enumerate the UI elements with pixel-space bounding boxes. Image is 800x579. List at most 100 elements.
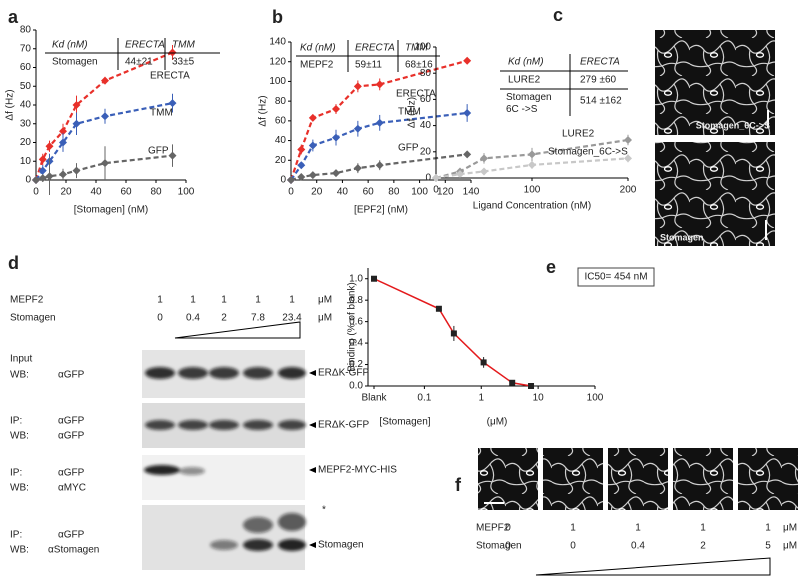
marker-star: * xyxy=(322,505,326,516)
table-cell: 59±11 xyxy=(355,60,382,71)
table-header: TMM xyxy=(405,43,428,54)
data-point xyxy=(45,142,54,151)
data-point xyxy=(375,118,384,127)
data-point xyxy=(101,112,109,121)
antibody-label: αGFP xyxy=(58,416,85,427)
blot-label: Input xyxy=(10,354,32,365)
band xyxy=(179,467,205,475)
lane-value: 2 xyxy=(221,313,227,324)
x-axis-label: Ligand Concentration (nM) xyxy=(473,201,591,212)
antibody-label: αGFP xyxy=(58,370,85,381)
lane-value: 1 xyxy=(255,295,261,306)
lane-value: 0.4 xyxy=(186,313,200,324)
micrograph-label: Stomagen_6C->S xyxy=(696,120,770,130)
x-tick-label: 100 xyxy=(587,393,604,404)
band-arrow xyxy=(309,467,316,473)
data-point xyxy=(297,161,306,170)
band-label: ERΔK-GFP xyxy=(318,420,369,431)
data-point xyxy=(353,82,362,91)
blot-strip xyxy=(142,455,305,500)
table-cell: LURE2 xyxy=(508,75,541,86)
y-tick-label: 0.4 xyxy=(349,338,363,349)
unit-label: μM xyxy=(783,541,797,552)
band xyxy=(145,367,175,379)
series-label: ERECTA xyxy=(150,71,190,82)
y-tick-label: 40 xyxy=(420,120,432,131)
series-label: TMM xyxy=(150,108,173,119)
data-point xyxy=(463,108,472,117)
x-tick-label: 10 xyxy=(533,393,545,404)
lane-value: 1 xyxy=(157,295,163,306)
x-tick-label: 0.1 xyxy=(417,393,431,404)
data-point xyxy=(59,138,67,147)
series-line xyxy=(35,154,173,182)
gradient-wedge xyxy=(174,321,301,339)
table-header: Kd (nM) xyxy=(52,40,88,51)
lane-value: 0 xyxy=(570,541,576,552)
y-tick-label: 60 xyxy=(20,62,32,73)
series-label: TMM xyxy=(398,107,421,118)
x-tick-label: 1 xyxy=(478,393,484,404)
bands xyxy=(144,367,306,551)
blot-label: WB: xyxy=(10,545,29,556)
antibody-label: αMYC xyxy=(58,483,86,494)
y-axis-label: Δf (Hz) xyxy=(258,95,269,126)
unit-label: μM xyxy=(783,523,797,534)
data-point xyxy=(375,80,384,89)
table-cell: Stomagen 6C ->S xyxy=(506,92,552,115)
data-point xyxy=(332,133,340,142)
data-point xyxy=(308,171,317,180)
panel-label: c xyxy=(553,5,563,25)
lane-value: 1 xyxy=(765,523,771,534)
micrograph xyxy=(543,448,603,510)
table-header: ERECTA xyxy=(355,43,395,54)
data-point xyxy=(59,170,67,179)
lane-value: 0 xyxy=(505,541,511,552)
blot-label: IP: xyxy=(10,468,22,479)
micrographs: Stomagen_6C->S Stomagen xyxy=(655,30,775,246)
data-point xyxy=(371,275,377,282)
data-point xyxy=(624,136,632,145)
data-point xyxy=(332,169,340,178)
panel-label: d xyxy=(8,253,19,273)
y-tick-label: 70 xyxy=(20,43,32,54)
x-tick-label: 0 xyxy=(33,187,39,198)
y-tick-label: 80 xyxy=(420,68,432,79)
table-header: Kd (nM) xyxy=(508,57,544,68)
data-point xyxy=(72,119,81,128)
x-tick-label: 20 xyxy=(60,187,72,198)
data-point xyxy=(480,359,487,366)
table-cell-box: Stomagen 6C ->S xyxy=(506,92,552,115)
x-tick-label: 60 xyxy=(363,187,375,198)
data-point xyxy=(308,113,317,122)
y-tick-label: 0 xyxy=(425,173,431,184)
y-tick-label: 120 xyxy=(269,56,286,67)
series-label: ERECTA xyxy=(396,89,436,100)
data-point xyxy=(432,174,440,182)
band-arrow xyxy=(309,542,316,548)
micrograph xyxy=(673,448,733,510)
series-label: LURE2 xyxy=(562,129,595,140)
blot-label: WB: xyxy=(10,370,29,381)
data-point xyxy=(308,141,317,150)
x-tick-label: 100 xyxy=(411,187,428,198)
y-tick-label: 0.0 xyxy=(349,381,363,392)
y-tick-label: 20 xyxy=(275,155,287,166)
data-point xyxy=(101,159,109,168)
x-axis-label: [Stomagen] (nM) xyxy=(74,205,148,216)
lane-value: 1 xyxy=(221,295,227,306)
data-point xyxy=(32,176,40,184)
data-point xyxy=(435,305,442,312)
lane-value: 1 xyxy=(289,295,295,306)
x-tick-label: 40 xyxy=(90,187,102,198)
x-tick-label: 20 xyxy=(311,187,323,198)
band xyxy=(243,539,273,551)
data-point xyxy=(38,155,47,164)
antibody-label: αGFP xyxy=(58,530,85,541)
data-point xyxy=(45,172,54,181)
series-line xyxy=(373,278,532,387)
row-label: Stomagen xyxy=(476,541,522,552)
antibody-label: αStomagen xyxy=(48,545,99,556)
band xyxy=(278,420,306,430)
lane-value: 1 xyxy=(700,523,706,534)
